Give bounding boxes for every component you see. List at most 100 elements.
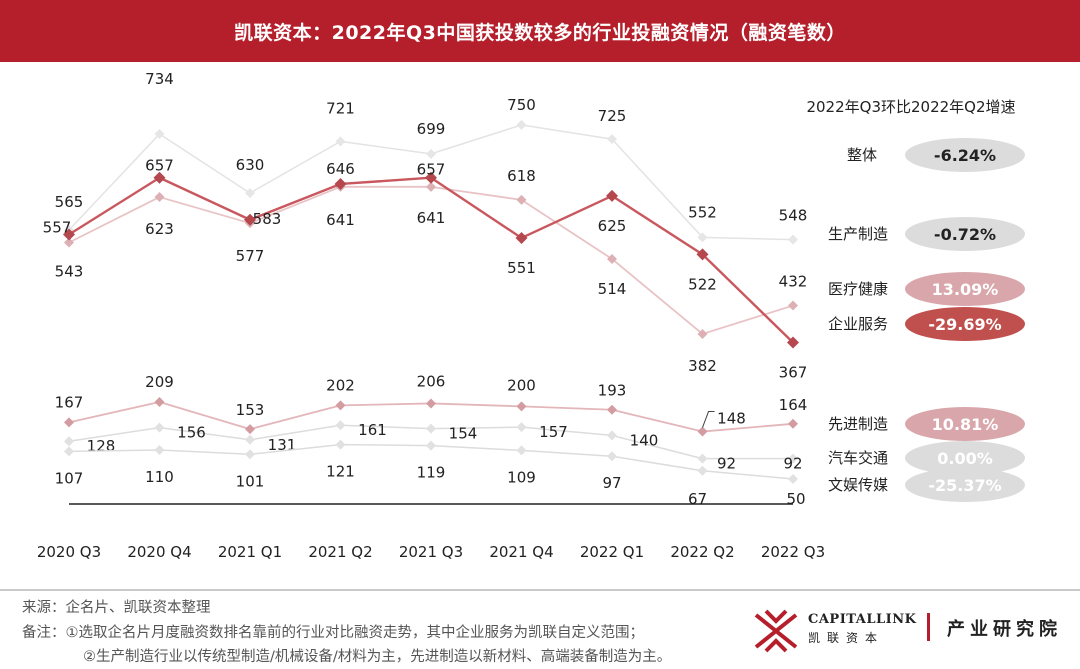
growth-pill — [905, 272, 1025, 306]
legend-label: 文娱传媒 — [828, 476, 888, 494]
data-label: 367 — [779, 363, 808, 381]
data-label: 206 — [417, 372, 446, 390]
data-label: 548 — [779, 207, 808, 225]
remark-note-1: 备注：①选取企名片月度融资数排名靠前的行业对比融资走势，其中企业服务为凯联自定义… — [22, 625, 644, 641]
data-point-marker — [335, 420, 346, 431]
data-label: 641 — [417, 209, 446, 227]
x-tick-label: 2021 Q1 — [218, 543, 282, 561]
data-label: 97 — [602, 474, 621, 492]
data-label: 131 — [268, 436, 297, 454]
data-label: 167 — [55, 393, 84, 411]
data-point-marker — [697, 453, 708, 464]
growth-value: 0.00% — [937, 449, 993, 468]
growth-value: 10.81% — [932, 415, 999, 434]
data-point-marker — [516, 422, 527, 433]
growth-value: 13.09% — [932, 280, 999, 299]
data-point-marker — [788, 234, 798, 245]
legend-label: 企业服务 — [828, 315, 888, 333]
data-point-marker — [63, 228, 75, 241]
capitallink-logo: CAPITALLINK 凯联资本 产业研究院 — [752, 607, 1072, 659]
data-point-marker — [245, 188, 255, 199]
data-point-marker — [154, 397, 165, 407]
growth-value: -0.72% — [934, 225, 996, 244]
data-point-marker — [788, 474, 798, 484]
data-label: 623 — [145, 220, 174, 238]
data-point-marker — [787, 336, 799, 349]
data-point-marker — [607, 404, 617, 415]
data-point-marker — [154, 192, 165, 203]
data-label: 725 — [598, 107, 627, 125]
data-point-marker — [788, 453, 798, 464]
data-label: 157 — [539, 423, 568, 441]
x-tick-label: 2020 Q4 — [127, 543, 191, 561]
data-label: 119 — [417, 464, 446, 482]
data-label: 140 — [630, 431, 659, 449]
data-point-marker — [244, 213, 256, 226]
data-label: 148 — [717, 410, 746, 428]
leader-line — [702, 411, 715, 428]
data-point-marker — [788, 300, 798, 311]
data-label: 109 — [507, 468, 536, 486]
data-label: 202 — [326, 376, 355, 394]
data-label: 750 — [507, 96, 536, 114]
data-label: 522 — [688, 275, 717, 293]
brand-department: 产业研究院 — [947, 619, 1062, 640]
data-point-marker — [607, 430, 617, 441]
data-label: 209 — [145, 373, 174, 391]
growth-pill — [905, 307, 1025, 341]
data-label: 382 — [688, 357, 717, 375]
data-point-marker — [154, 129, 165, 139]
data-point-marker — [516, 445, 527, 456]
data-label: 67 — [688, 490, 707, 508]
data-point-marker — [245, 434, 255, 445]
data-point-marker — [425, 171, 437, 184]
growth-value: -25.37% — [928, 476, 1001, 495]
data-label: 92 — [717, 455, 736, 473]
x-tick-label: 2022 Q1 — [580, 543, 644, 561]
x-tick-label: 2021 Q3 — [399, 543, 463, 561]
growth-pill — [905, 468, 1025, 502]
data-point-marker — [697, 232, 708, 243]
data-label: 699 — [417, 120, 446, 138]
data-point-marker — [426, 398, 436, 409]
data-label: 193 — [598, 382, 627, 400]
legend-label: 汽车交通 — [828, 449, 888, 467]
growth-value: -6.24% — [934, 146, 996, 165]
data-point-marker — [245, 424, 255, 435]
data-label: 161 — [358, 421, 387, 439]
data-label: 565 — [55, 193, 84, 211]
data-point-marker — [516, 401, 527, 412]
data-point-marker — [64, 237, 74, 248]
data-label: 657 — [417, 161, 446, 179]
data-point-marker — [335, 400, 346, 411]
data-label: 200 — [507, 376, 536, 394]
data-label: 121 — [326, 463, 355, 481]
data-point-marker — [245, 449, 255, 460]
data-point-marker — [607, 253, 617, 264]
data-point-marker — [154, 444, 165, 455]
data-label: 156 — [177, 424, 206, 442]
data-label: 721 — [326, 99, 355, 117]
data-point-marker — [426, 181, 436, 192]
data-point-marker — [606, 189, 618, 202]
data-point-marker — [696, 248, 709, 261]
data-label: 734 — [145, 70, 174, 88]
remark-note-2: ②生产制造行业以传统型制造/机械设备/材料为主，先进制造以新材料、高端装备制造为… — [83, 649, 672, 665]
legend-label: 先进制造 — [828, 415, 888, 433]
data-label: 646 — [326, 160, 355, 178]
data-point-marker — [426, 440, 436, 451]
data-label: 618 — [507, 167, 536, 185]
data-label: 107 — [55, 469, 84, 487]
data-point-marker — [607, 451, 617, 462]
data-point-marker — [515, 231, 528, 244]
brand-name-cn: 凯联资本 — [808, 631, 885, 645]
data-point-marker — [64, 417, 74, 428]
data-label: 128 — [87, 437, 116, 455]
data-label: 164 — [779, 396, 808, 414]
x-tick-label: 2021 Q4 — [489, 543, 553, 561]
data-point-marker — [697, 465, 708, 476]
data-point-marker — [697, 426, 708, 437]
data-label: 552 — [688, 203, 717, 221]
legend-label: 医疗健康 — [828, 280, 888, 298]
data-label: 514 — [598, 280, 627, 298]
